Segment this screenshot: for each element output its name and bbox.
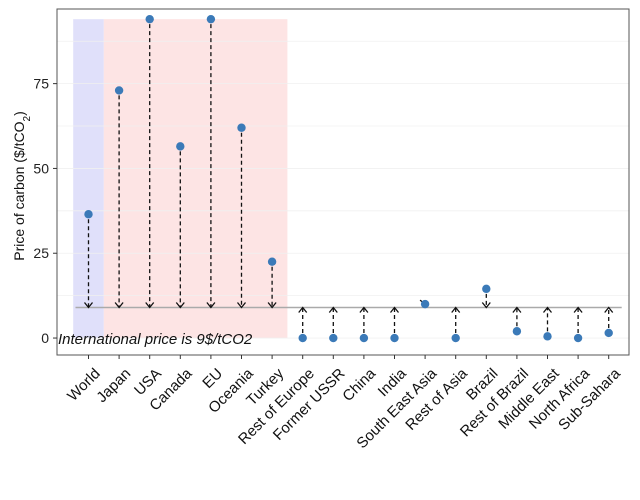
arrowhead-2 (145, 302, 155, 309)
y-axis-label: Price of carbon ($/tCO2) (11, 111, 33, 261)
arrowhead-4 (206, 302, 216, 309)
arrowhead-16 (573, 306, 583, 313)
data-point (604, 328, 613, 338)
arrowhead-17 (604, 306, 614, 313)
y-tick-label: 50 (33, 160, 49, 176)
data-point (176, 142, 185, 151)
shaded-regions (73, 19, 288, 339)
gridlines (57, 40, 629, 339)
y-tick-label: 0 (41, 330, 49, 346)
arrowhead-3 (175, 302, 185, 309)
arrowhead-7 (298, 306, 308, 313)
data-point (84, 210, 93, 219)
arrowhead-10 (389, 306, 400, 313)
data-point (482, 284, 491, 294)
y-tick-label: 25 (33, 245, 49, 261)
arrowhead-13 (481, 302, 491, 309)
shaded-region-1 (103, 19, 288, 339)
data-point (267, 257, 277, 266)
data-point (420, 299, 430, 309)
arrows (83, 24, 614, 334)
data-point (512, 327, 522, 336)
data-point (114, 86, 124, 95)
arrowhead-1 (114, 302, 124, 309)
arrowhead-5 (236, 302, 247, 309)
international-price-annotation: International price is 9$/tCO2 (58, 331, 253, 348)
data-point (573, 333, 583, 343)
arrowhead-9 (359, 306, 369, 313)
data-point (145, 14, 154, 24)
y-tick-label: 75 (33, 76, 49, 92)
y-axis-ticks: 0 25 50 75 (33, 76, 57, 346)
data-points (84, 14, 613, 343)
data-point (390, 333, 399, 343)
data-point (237, 123, 246, 132)
arrowhead-6 (267, 302, 277, 309)
arrowhead-12 (451, 306, 461, 313)
x-tick-label: China (339, 365, 379, 405)
data-point (543, 332, 552, 341)
arrowhead-14 (512, 306, 522, 313)
data-point (359, 333, 369, 343)
arrowhead-15 (542, 306, 553, 313)
arrowhead-0 (83, 302, 94, 309)
x-tick-label: Japan (93, 365, 134, 406)
data-point (329, 333, 338, 343)
panel-border (56, 8, 630, 356)
arrowhead-8 (328, 306, 338, 313)
data-point (298, 333, 307, 343)
data-point (206, 14, 216, 24)
data-point (451, 333, 460, 343)
